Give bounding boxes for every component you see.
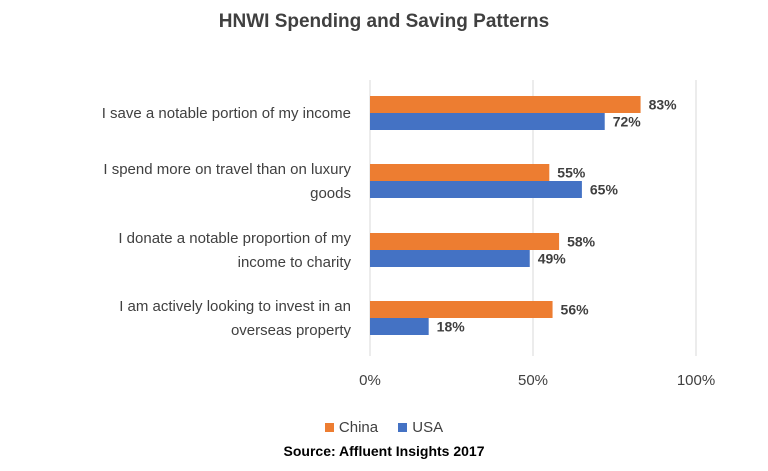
data-label-china: 83%	[649, 97, 678, 113]
bar-usa	[370, 113, 605, 130]
data-label-china: 56%	[561, 302, 590, 318]
data-label-china: 55%	[557, 165, 586, 181]
bar-china	[370, 96, 641, 113]
bar-china	[370, 233, 560, 250]
legend-item-china: China	[324, 419, 379, 436]
data-label-usa: 49%	[538, 251, 567, 267]
data-label-usa: 72%	[613, 114, 642, 130]
bar-usa	[370, 318, 429, 335]
x-tick-label: 100%	[677, 372, 715, 389]
category-label: I save a notable portion of my income	[102, 105, 351, 122]
chart-title: HNWI Spending and Saving Patterns	[218, 11, 550, 32]
category-labels: I save a notable portion of my income I s…	[102, 105, 352, 339]
bar-usa	[370, 181, 582, 198]
legend-label-usa: USA	[412, 419, 444, 436]
legend-label-china: China	[338, 419, 379, 436]
category-label: overseas property	[231, 322, 352, 339]
data-label-china: 58%	[567, 234, 596, 250]
category-label: I spend more on travel than on luxury	[103, 161, 351, 178]
chart-source: Source: Affluent Insights 2017	[283, 443, 485, 459]
legend: China USA	[0, 419, 768, 436]
data-label-usa: 65%	[590, 182, 619, 198]
bar-china	[370, 164, 550, 181]
bar-china	[370, 301, 553, 318]
category-label: income to charity	[238, 254, 352, 271]
x-tick-label: 50%	[518, 372, 548, 389]
category-label: I donate a notable proportion of my	[118, 230, 351, 247]
legend-swatch-china	[324, 423, 334, 432]
category-label: goods	[310, 185, 351, 202]
data-labels: 83% 72% 55%65% 58%49% 56% 18%	[437, 97, 677, 335]
x-tick-label: 0%	[359, 372, 381, 389]
legend-swatch-usa	[398, 423, 408, 432]
x-tick-labels: 0% 50% 100%	[359, 372, 715, 389]
bars	[370, 96, 641, 335]
bar-usa	[370, 250, 530, 267]
legend-item-usa: USA	[398, 419, 443, 436]
data-label-usa: 18%	[437, 319, 466, 335]
category-label: I am actively looking to invest in an	[119, 298, 351, 315]
